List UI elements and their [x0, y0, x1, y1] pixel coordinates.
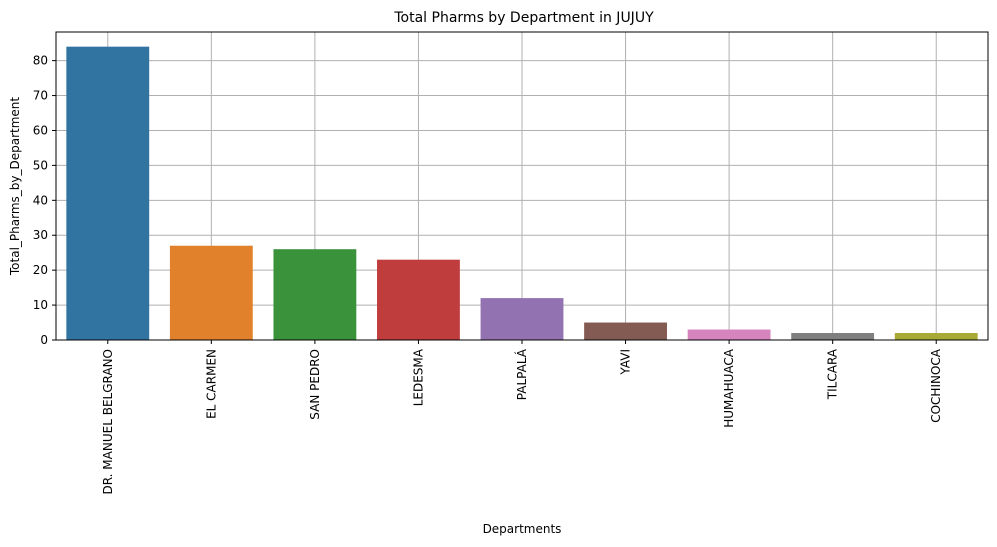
y-tick-label: 10: [33, 298, 48, 312]
x-tick-label: EL CARMEN: [204, 349, 218, 419]
y-axis-label: Total_Pharms_by_Department: [8, 97, 22, 277]
x-tick-label: COCHINOCA: [929, 348, 943, 423]
bars: [66, 46, 978, 341]
bar: [584, 322, 667, 340]
x-tick-label: YAVI: [619, 349, 633, 376]
y-axis: 0 10 20 30 40 50 60 70 80: [33, 54, 56, 347]
bar: [273, 249, 357, 340]
x-tick-label: PALPALÁ: [514, 348, 529, 400]
bar: [791, 333, 875, 340]
grid-lines: [56, 32, 988, 341]
x-tick-label: DR. MANUEL BELGRANO: [101, 349, 115, 494]
x-axis-label: Departments: [483, 522, 562, 536]
x-tick-label: SAN PEDRO: [308, 349, 322, 420]
x-axis: DR. MANUEL BELGRANO EL CARMEN SAN PEDRO LED…: [101, 340, 943, 494]
x-tick-label: HUMAHUACA: [722, 348, 736, 428]
x-tick-label: LEDESMA: [411, 348, 425, 406]
bar: [66, 46, 150, 341]
x-tick-label: TILCARA: [826, 348, 840, 400]
y-tick-label: 60: [33, 123, 48, 137]
y-tick-label: 0: [40, 333, 48, 347]
bar: [894, 333, 978, 340]
y-tick-label: 30: [33, 228, 48, 242]
y-tick-label: 20: [33, 263, 48, 277]
y-tick-label: 40: [33, 193, 48, 207]
y-tick-label: 50: [33, 158, 48, 172]
bar: [377, 259, 460, 340]
y-tick-label: 80: [33, 54, 48, 68]
chart-title: Total Pharms by Department in JUJUY: [393, 10, 654, 26]
y-tick-label: 70: [33, 89, 48, 103]
bar: [169, 245, 253, 340]
bar: [687, 329, 771, 340]
bar: [480, 298, 564, 340]
